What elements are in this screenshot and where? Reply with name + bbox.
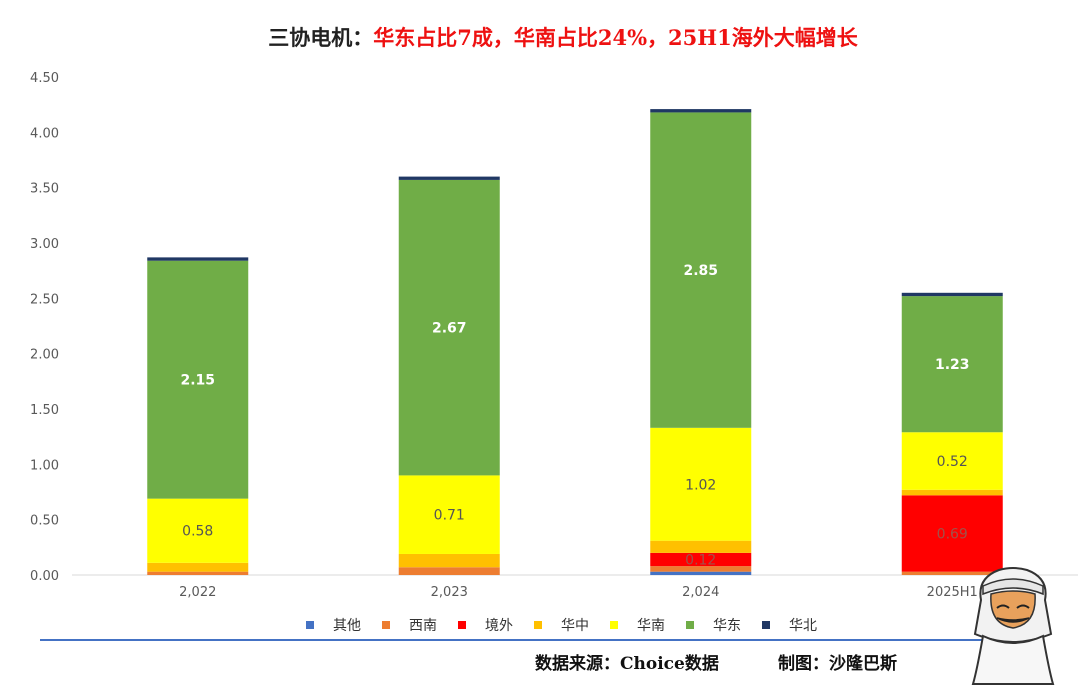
y-tick-label: 1.00 (30, 458, 59, 473)
data-label: 2.15 (180, 373, 215, 389)
legend: 其他 西南 境外 华中 华南 华东 华北 (306, 618, 817, 634)
footer-source: 数据来源：Choice数据 (535, 653, 719, 674)
bar-segment (398, 475, 500, 554)
y-tick-label: 3.50 (30, 182, 59, 197)
data-label: 1.02 (685, 477, 716, 493)
bar-segment (901, 296, 1003, 433)
y-tick-label: 4.00 (30, 126, 59, 141)
bar-segment (901, 489, 1003, 496)
legend-label: 华中 (561, 618, 589, 634)
data-label: 0.12 (685, 553, 716, 569)
bar-segment (650, 552, 752, 567)
data-label: 2.85 (683, 263, 718, 279)
legend-label: 西南 (409, 618, 437, 634)
bar-segment (147, 571, 249, 575)
legend-swatch (762, 621, 770, 629)
x-tick-label: 2,023 (431, 585, 468, 600)
x-tick-label: 2025H1 (927, 585, 978, 600)
data-label: 0.58 (182, 524, 213, 540)
y-tick-label: 0.00 (30, 569, 59, 584)
legend-swatch (686, 621, 694, 629)
bar-segment (901, 292, 1003, 297)
legend-label: 境外 (485, 618, 513, 634)
bar-segment (901, 495, 1003, 572)
legend-label: 其他 (333, 618, 361, 634)
legend-label: 华北 (789, 618, 817, 634)
x-tick-label: 2,024 (682, 585, 719, 600)
bar-segment (147, 260, 249, 499)
legend-swatch (534, 621, 542, 629)
x-tick-label: 2,022 (179, 585, 216, 600)
footer-author: 制图：沙隆巴斯 (778, 653, 897, 674)
data-label: 0.69 (937, 527, 968, 543)
x-axis: 2,022 2,023 2,024 2025H1 (179, 585, 978, 600)
legend-label: 华南 (637, 618, 665, 634)
chart-title-prefix: 三协电机： (268, 25, 373, 50)
data-label: 2.67 (432, 321, 467, 337)
bar-segment (650, 540, 752, 553)
data-label: 0.52 (937, 454, 968, 470)
y-tick-label: 4.50 (30, 71, 59, 86)
bar-segment (650, 112, 752, 428)
legend-swatch (382, 621, 390, 629)
mascot-icon (971, 567, 1055, 685)
y-axis: 0.00 0.50 1.00 1.50 2.00 2.50 3.00 3.50 4.00 4.50 (30, 71, 59, 584)
legend-swatch (306, 621, 314, 629)
y-tick-label: 0.50 (30, 514, 59, 529)
legend-swatch (610, 621, 618, 629)
bar-segment (650, 109, 752, 113)
bar-segment (650, 427, 752, 541)
bar-segment (650, 566, 752, 572)
bar-segment (901, 571, 1003, 575)
bar-segment (650, 571, 752, 575)
bar-segment (398, 176, 500, 180)
bar-segment (147, 562, 249, 572)
bar-segment (398, 567, 500, 575)
bar-labels: 0.58 2.15 0.71 2.67 0.12 1.02 2.85 0.69 0.52 1.23 (180, 263, 969, 568)
bar-segment (147, 257, 249, 261)
y-tick-label: 2.00 (30, 348, 59, 363)
chart-title: 三协电机：华东占比7成，华南占比24%，25H1海外大幅增长 (268, 25, 858, 50)
y-tick-label: 3.00 (30, 237, 59, 252)
data-label: 0.71 (434, 508, 465, 524)
bar-segment (398, 553, 500, 568)
bar-segment (398, 179, 500, 476)
data-label: 1.23 (935, 357, 970, 373)
legend-swatch (458, 621, 466, 629)
y-tick-label: 2.50 (30, 292, 59, 307)
bar-segment (901, 432, 1003, 490)
bars (147, 109, 1003, 575)
y-tick-label: 1.50 (30, 403, 59, 418)
chart-title-highlight: 华东占比7成，华南占比24%，25H1海外大幅增长 (373, 25, 858, 50)
bar-segment (147, 498, 249, 563)
legend-label: 华东 (713, 618, 741, 634)
